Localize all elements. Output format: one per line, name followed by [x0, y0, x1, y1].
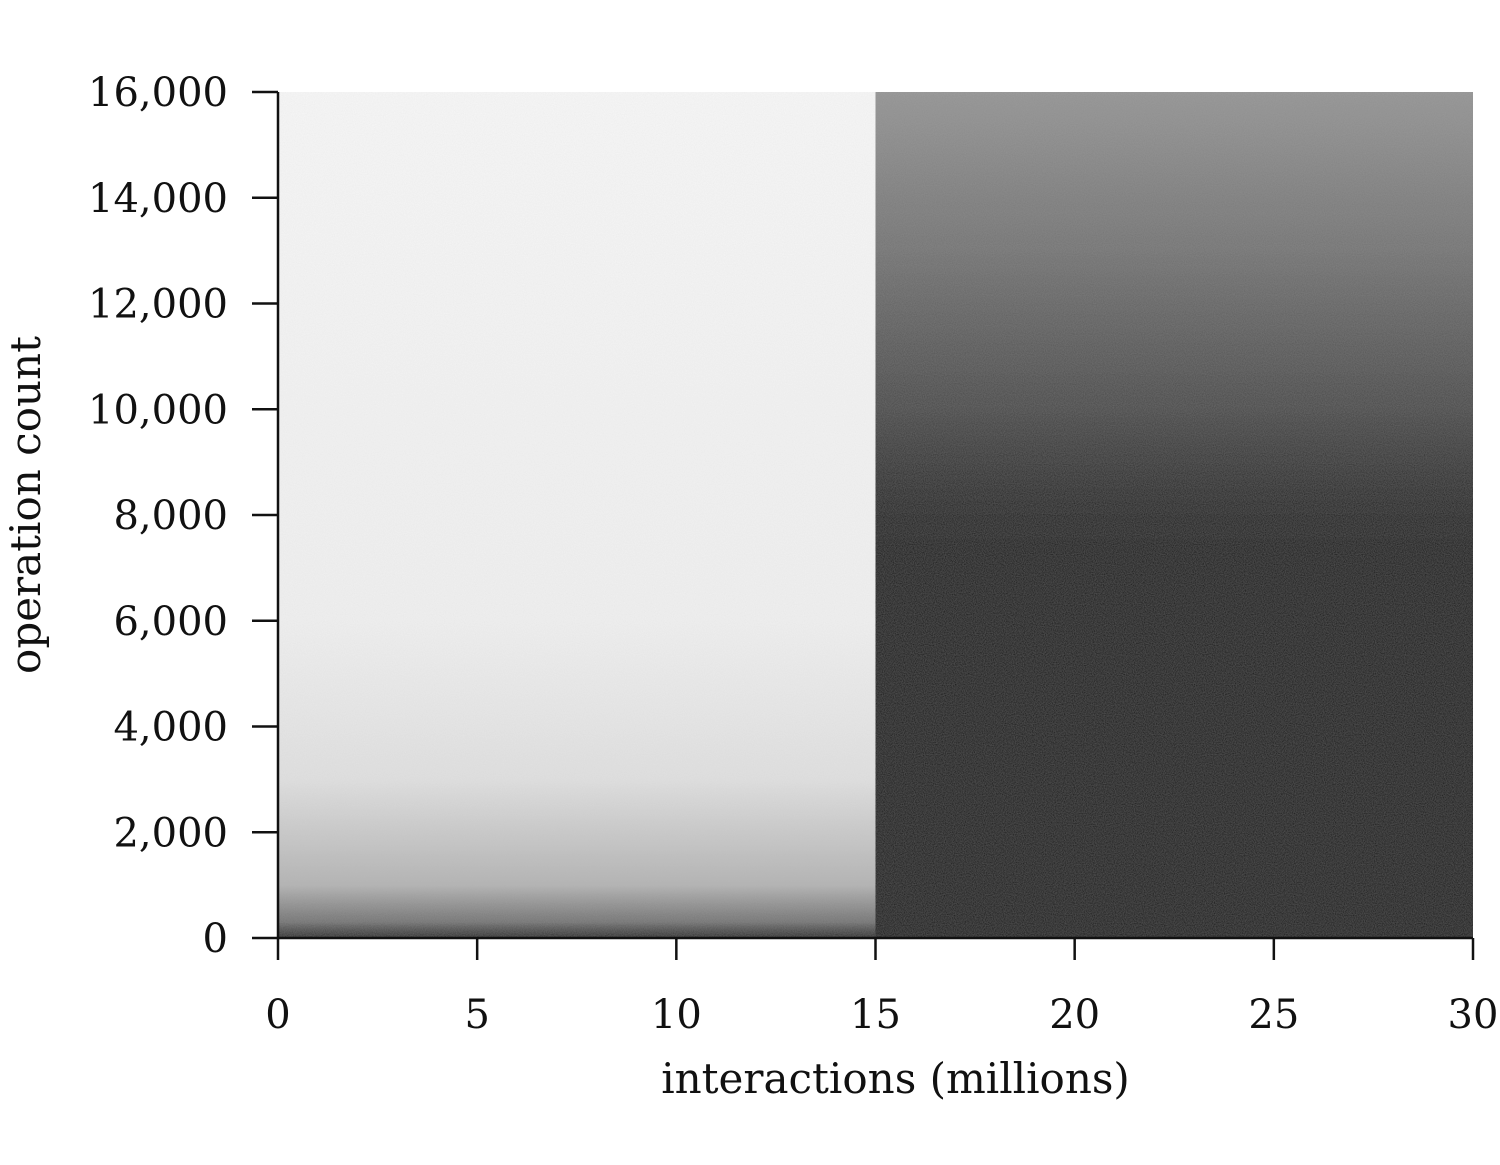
y-axis-title: operation count [1, 336, 50, 674]
y-tick-label: 8,000 [113, 493, 228, 539]
y-tick-label: 16,000 [88, 70, 228, 116]
y-tick-label: 0 [203, 916, 228, 962]
x-tick-label: 20 [1049, 992, 1100, 1038]
x-tick-label: 30 [1448, 992, 1499, 1038]
heatmap-region-2 [875, 92, 1473, 938]
x-tick-label: 0 [265, 992, 290, 1038]
y-tick-label: 6,000 [113, 599, 228, 645]
heatmap-region-1 [278, 92, 876, 938]
x-tick-label: 15 [850, 992, 901, 1038]
y-tick-label: 10,000 [88, 387, 228, 433]
x-tick-label: 25 [1248, 992, 1299, 1038]
y-axis-ticks: 0 2,000 4,000 6,000 8,000 10,000 12,000 14,000 1… [88, 70, 278, 962]
x-axis-ticks: 0 5 10 15 20 25 30 [265, 938, 1498, 1038]
heatmap-cells [278, 92, 1473, 938]
x-tick-label: 10 [651, 992, 702, 1038]
x-tick-label: 5 [464, 992, 489, 1038]
y-tick-label: 2,000 [113, 810, 228, 856]
x-axis-title: interactions (millions) [661, 1054, 1130, 1103]
y-tick-label: 12,000 [88, 282, 228, 328]
y-tick-label: 14,000 [88, 176, 228, 222]
y-tick-label: 4,000 [113, 705, 228, 751]
